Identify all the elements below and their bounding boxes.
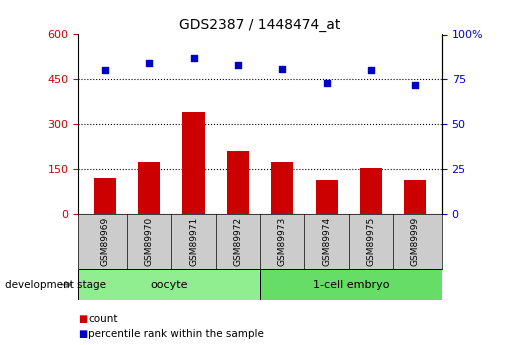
Bar — [260, 269, 442, 300]
Bar — [227, 151, 249, 214]
Point — [278, 66, 286, 71]
Point — [145, 60, 153, 66]
Title: GDS2387 / 1448474_at: GDS2387 / 1448474_at — [179, 18, 341, 32]
Point — [367, 68, 375, 73]
Text: development stage: development stage — [5, 280, 106, 289]
Text: ■: ■ — [78, 329, 87, 339]
Bar — [360, 168, 382, 214]
Point — [323, 80, 331, 86]
Point — [411, 82, 419, 88]
Text: oocyte: oocyte — [150, 280, 188, 289]
Text: GSM89973: GSM89973 — [278, 217, 287, 266]
Bar — [94, 178, 116, 214]
Text: 1-cell embryo: 1-cell embryo — [313, 280, 389, 289]
Text: GSM89999: GSM89999 — [411, 217, 420, 266]
Text: GSM89974: GSM89974 — [322, 217, 331, 266]
Point — [189, 55, 197, 61]
Text: percentile rank within the sample: percentile rank within the sample — [88, 329, 264, 339]
Bar — [316, 179, 338, 214]
Bar — [78, 269, 260, 300]
Point — [234, 62, 242, 68]
Text: GSM89970: GSM89970 — [145, 217, 154, 266]
Text: count: count — [88, 314, 118, 324]
Text: GSM89975: GSM89975 — [367, 217, 375, 266]
Bar — [271, 161, 293, 214]
Text: GSM89969: GSM89969 — [100, 217, 110, 266]
Text: ■: ■ — [78, 314, 87, 324]
Point — [101, 68, 109, 73]
Bar — [404, 179, 426, 214]
Bar — [138, 161, 160, 214]
Bar — [182, 112, 205, 214]
Text: GSM89971: GSM89971 — [189, 217, 198, 266]
Text: GSM89972: GSM89972 — [233, 217, 242, 266]
